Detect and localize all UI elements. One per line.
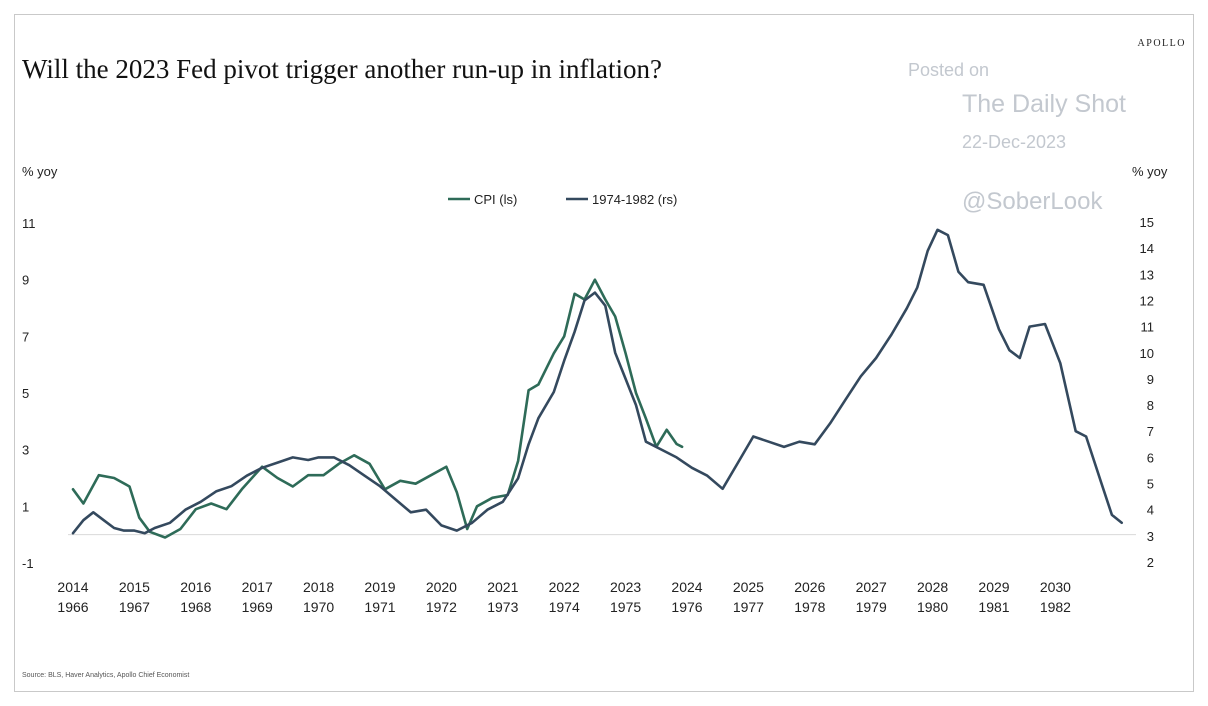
x-tick-label-bottom: 1969 <box>242 599 273 615</box>
right-tick-label: 10 <box>1140 346 1154 361</box>
left-tick-label: 3 <box>22 443 29 458</box>
x-tick-label-top: 2014 <box>57 579 88 595</box>
right-tick-label: 13 <box>1140 267 1154 282</box>
cpi-series-line <box>71 278 684 539</box>
watermark-daily-shot: The Daily Shot <box>962 90 1126 118</box>
legend-cpi-label: CPI (ls) <box>474 192 517 207</box>
left-tick-label: 9 <box>22 273 29 288</box>
x-tick-label-top: 2025 <box>733 579 764 595</box>
axes: 11 9 7 5 3 1 -1 15 14 13 12 11 10 9 8 7 6 5 4 3 2 2014 1966 201… <box>22 215 1154 615</box>
x-tick-label-bottom: 1980 <box>917 599 948 615</box>
right-tick-label: 5 <box>1147 477 1154 492</box>
x-tick-label-bottom: 1971 <box>364 599 395 615</box>
x-tick-label-top: 2028 <box>917 579 948 595</box>
x-tick-label-top: 2018 <box>303 579 334 595</box>
series-lines <box>71 228 1123 539</box>
left-tick-label: 7 <box>22 329 29 344</box>
left-tick-label: 1 <box>22 499 29 514</box>
watermark-date: 22-Dec-2023 <box>962 132 1067 152</box>
x-tick-label-bottom: 1966 <box>57 599 88 615</box>
x-tick-label-top: 2015 <box>119 579 150 595</box>
x-tick-label-top: 2019 <box>364 579 395 595</box>
x-tick-label-top: 2027 <box>856 579 887 595</box>
right-tick-label: 15 <box>1140 215 1154 230</box>
hist-series-line <box>71 228 1123 535</box>
watermark-handle: @SoberLook <box>962 188 1103 215</box>
legend: CPI (ls) 1974-1982 (rs) <box>448 192 677 207</box>
x-tick-label-bottom: 1976 <box>671 599 702 615</box>
x-tick-label-top: 2022 <box>549 579 580 595</box>
chart-title: Will the 2023 Fed pivot trigger another … <box>22 54 663 84</box>
x-tick-label-bottom: 1982 <box>1040 599 1071 615</box>
right-tick-label: 6 <box>1147 450 1154 465</box>
right-axis-label: % yoy <box>1132 164 1168 179</box>
x-tick-label-bottom: 1975 <box>610 599 641 615</box>
x-tick-label-bottom: 1977 <box>733 599 764 615</box>
brand-logo: APOLLO <box>1137 38 1186 49</box>
legend-hist-label: 1974-1982 (rs) <box>592 192 677 207</box>
x-tick-label-top: 2026 <box>794 579 825 595</box>
x-tick-label-top: 2029 <box>978 579 1009 595</box>
x-tick-label-top: 2023 <box>610 579 641 595</box>
x-tick-label-top: 2021 <box>487 579 518 595</box>
x-tick-label-top: 2020 <box>426 579 457 595</box>
right-tick-label: 8 <box>1147 398 1154 413</box>
x-tick-label-bottom: 1979 <box>856 599 887 615</box>
left-tick-label: 11 <box>22 216 36 231</box>
x-tick-label-bottom: 1968 <box>180 599 211 615</box>
chart-frame <box>14 14 1194 692</box>
right-tick-label: 3 <box>1147 529 1154 544</box>
right-tick-label: 14 <box>1140 241 1154 256</box>
x-tick-label-top: 2016 <box>180 579 211 595</box>
x-tick-label-top: 2030 <box>1040 579 1071 595</box>
watermark-posted-on: Posted on <box>908 60 990 80</box>
right-tick-label: 4 <box>1147 503 1154 518</box>
right-tick-label: 9 <box>1147 372 1154 387</box>
right-tick-label: 12 <box>1140 293 1154 308</box>
right-tick-label: 2 <box>1147 555 1154 570</box>
x-tick-label-top: 2017 <box>242 579 273 595</box>
x-tick-label-top: 2024 <box>671 579 702 595</box>
x-tick-label-bottom: 1972 <box>426 599 457 615</box>
x-tick-label-bottom: 1970 <box>303 599 334 615</box>
x-tick-label-bottom: 1967 <box>119 599 150 615</box>
x-tick-label-bottom: 1973 <box>487 599 518 615</box>
left-axis-label: % yoy <box>22 164 58 179</box>
right-tick-label: 7 <box>1147 424 1154 439</box>
x-tick-label-bottom: 1978 <box>794 599 825 615</box>
x-tick-label-bottom: 1974 <box>549 599 580 615</box>
left-tick-label: 5 <box>22 386 29 401</box>
left-tick-label: -1 <box>22 556 34 571</box>
source-note: Source: BLS, Haver Analytics, Apollo Chi… <box>22 672 190 679</box>
right-tick-label: 11 <box>1141 320 1155 335</box>
x-tick-label-bottom: 1981 <box>978 599 1009 615</box>
